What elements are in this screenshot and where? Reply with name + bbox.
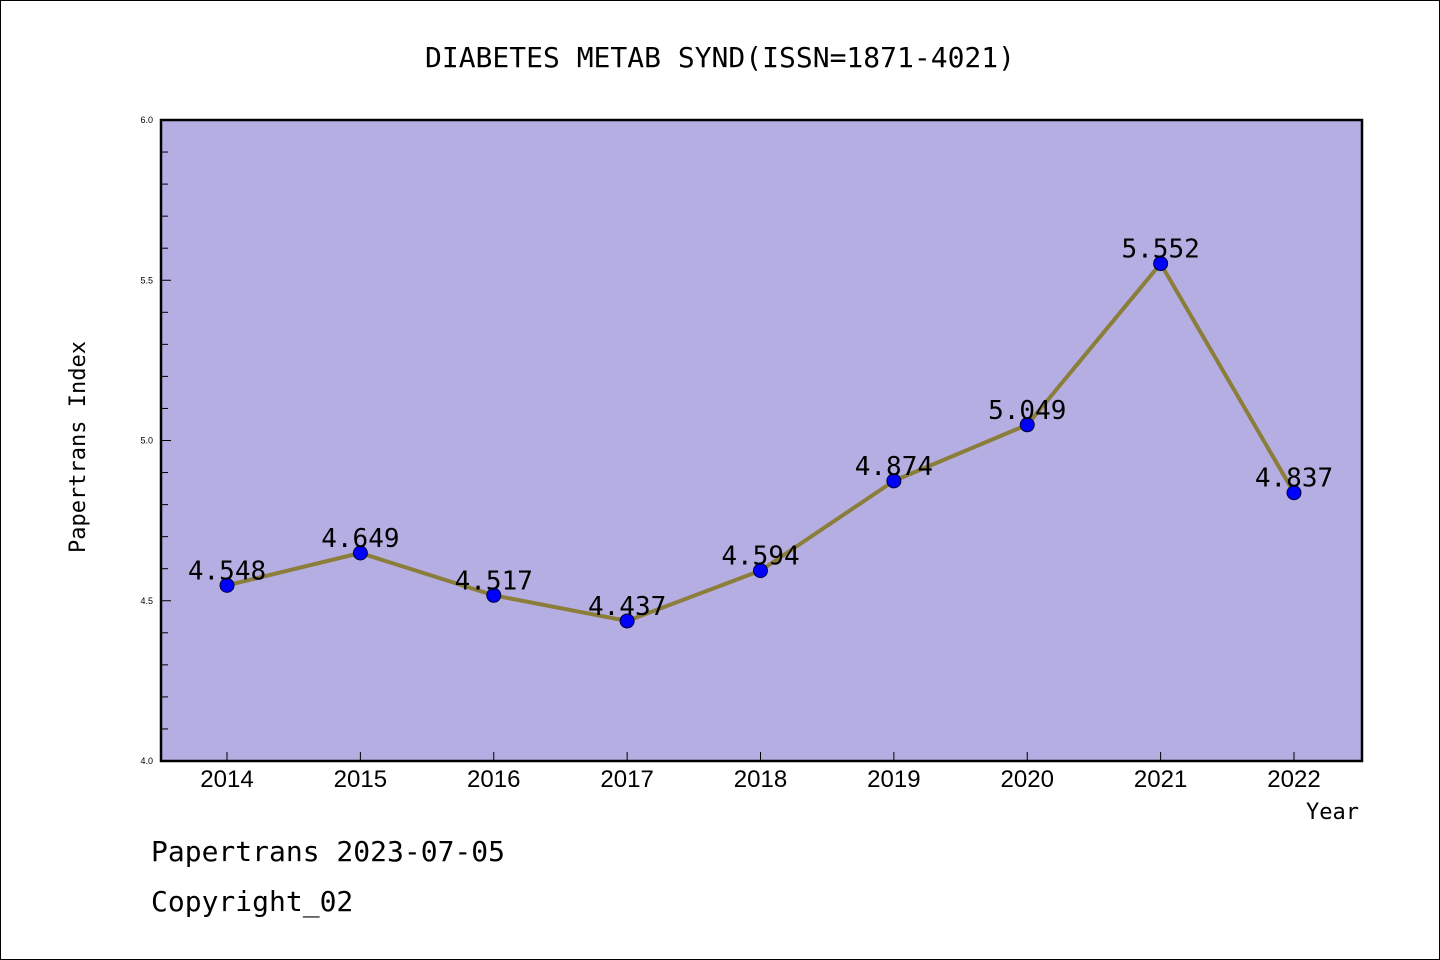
footer-copyright: Copyright_02: [151, 885, 354, 918]
x-axis-label: Year: [1306, 800, 1359, 825]
data-label: 4.874: [855, 452, 933, 482]
y-axis-label: Papertrans Index: [66, 341, 91, 553]
x-tick-label: 2017: [600, 766, 653, 793]
data-point: [753, 563, 768, 579]
data-point: [219, 577, 235, 593]
y-tick-label: 5.0: [140, 436, 153, 446]
data-point: [1019, 417, 1035, 433]
data-label: 5.552: [1121, 235, 1199, 265]
data-point: [352, 545, 368, 561]
x-tick-label: 2014: [200, 766, 253, 793]
data-point: [886, 473, 902, 489]
x-tick-label: 2015: [334, 766, 387, 793]
data-label: 4.649: [321, 524, 399, 554]
data-point: [1153, 256, 1169, 272]
x-tick-label: 2020: [1001, 766, 1054, 793]
data-label: 4.517: [455, 566, 533, 596]
y-tick-label: 4.0: [140, 756, 153, 766]
data-point: [619, 613, 635, 629]
y-tick-label: 6.0: [140, 115, 153, 125]
plot-border: [159, 118, 1364, 763]
x-tick-label: 2021: [1134, 766, 1187, 793]
data-label: 5.049: [988, 396, 1066, 426]
chart-title: DIABETES METAB SYND(ISSN=1871-4021): [425, 41, 1015, 74]
footer-date: Papertrans 2023-07-05: [151, 835, 506, 868]
y-tick-label: 5.5: [140, 275, 153, 285]
data-point: [1286, 485, 1302, 501]
data-point: [486, 587, 502, 603]
y-tick-label: 4.5: [140, 596, 153, 606]
x-tick-label: 2022: [1267, 766, 1320, 793]
x-tick-label: 2016: [467, 766, 520, 793]
x-tick-label: 2018: [734, 766, 787, 793]
x-tick-label: 2019: [867, 766, 920, 793]
data-label: 4.548: [188, 556, 266, 586]
plot-area: 4.0 4.5 5.0 5.5 6.0 2014 2015 2016 2017 2018 2019 2…: [140, 115, 1364, 793]
data-label: 4.437: [588, 592, 666, 622]
data-label: 4.594: [721, 542, 799, 572]
data-label: 4.837: [1255, 464, 1333, 494]
plot-background: [161, 120, 1362, 761]
